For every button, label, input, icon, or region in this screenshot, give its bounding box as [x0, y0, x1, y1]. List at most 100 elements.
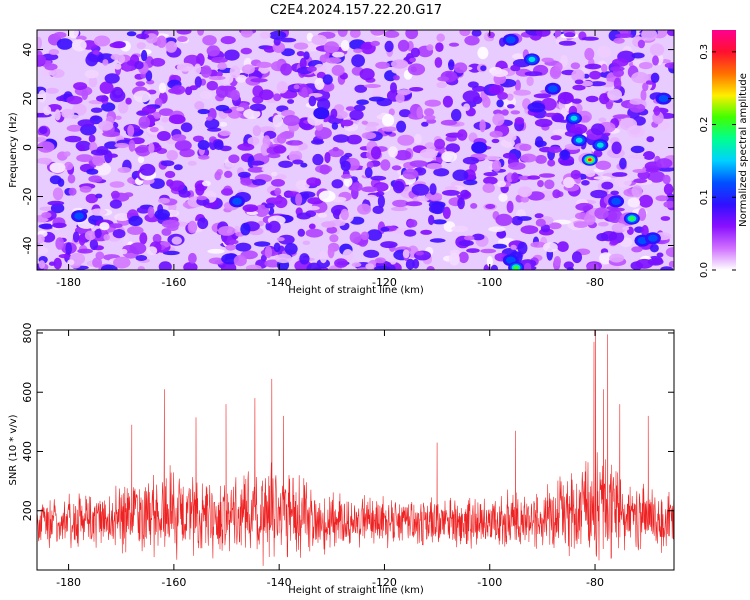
heatmap-cell — [72, 103, 87, 116]
heatmap-cell — [88, 175, 103, 183]
heatmap-cell — [197, 217, 209, 230]
heatmap-cell — [110, 54, 121, 60]
heatmap-cell — [211, 56, 228, 64]
heatmap-cell — [354, 84, 368, 93]
heatmap-cell — [441, 151, 458, 163]
heatmap-cell — [38, 223, 53, 229]
heatmap-cell — [482, 183, 495, 194]
colorbar-label: Normalized spectral amplitude — [738, 73, 749, 227]
heatmap-cell — [463, 103, 471, 111]
heatmap-cell — [331, 179, 344, 189]
heatmap-cell — [656, 252, 664, 258]
heatmap-cell — [158, 108, 174, 116]
heatmap-cell — [273, 145, 287, 154]
heatmap-cell — [607, 88, 622, 101]
heatmap-cell — [599, 93, 610, 105]
heatmap-cell — [240, 177, 253, 186]
heatmap-cell — [331, 122, 339, 130]
heatmap-cell — [88, 134, 96, 143]
heatmap-cell — [180, 122, 193, 133]
heatmap-cell — [252, 179, 266, 186]
heatmap-cell — [245, 264, 262, 270]
heatmap-cell — [492, 113, 505, 126]
heatmap-cell — [356, 99, 369, 105]
heatmap-cell — [104, 73, 120, 84]
snr-panel: -180 -160 -140 -120 -100 -80 200 400 600 800 Hei… — [8, 322, 675, 596]
heatmap-cell — [512, 53, 525, 60]
heatmap-cell — [351, 262, 362, 268]
heatmap-cell — [117, 101, 129, 114]
heatmap-cell — [89, 238, 99, 251]
heatmap-y-tick-label: 40 — [21, 43, 34, 57]
heatmap-cell — [196, 53, 205, 67]
heatmap-cell — [428, 204, 443, 214]
heatmap-cell — [77, 119, 95, 127]
heatmap-cell — [64, 135, 82, 143]
heatmap-cell — [397, 134, 415, 146]
heatmap-cell — [541, 57, 554, 63]
heatmap-cell — [649, 244, 659, 253]
heatmap-cell — [78, 233, 86, 246]
heatmap-cell — [224, 49, 240, 61]
heatmap-frame — [36, 29, 675, 271]
heatmap-y-tick-label: -20 — [21, 188, 34, 206]
heatmap-cell — [65, 242, 72, 256]
heatmap-cell — [361, 186, 378, 193]
heatmap-cell — [52, 187, 64, 201]
heatmap-cell — [58, 254, 72, 259]
heatmap-cell — [55, 237, 65, 250]
heatmap-cell — [614, 176, 632, 188]
heatmap-cell — [491, 69, 509, 78]
heatmap-cell — [638, 62, 653, 70]
heatmap-cell — [596, 233, 609, 242]
heatmap-cell — [141, 49, 148, 62]
heatmap-cell — [101, 264, 118, 270]
heatmap-cell — [158, 82, 167, 94]
heatmap-cell — [668, 260, 674, 268]
heatmap-cell — [235, 242, 252, 252]
heatmap-cell — [174, 140, 192, 151]
heatmap-cell — [574, 79, 584, 85]
heatmap-cell — [560, 149, 569, 158]
heatmap-cell — [67, 174, 76, 184]
heatmap-cell — [135, 255, 148, 261]
heatmap-cell — [647, 258, 664, 266]
heatmap-cell — [390, 206, 408, 212]
heatmap-cell — [213, 140, 224, 151]
heatmap-cell — [166, 179, 174, 187]
heatmap-cell — [258, 66, 270, 74]
heatmap-cell — [207, 248, 225, 254]
heatmap-cell — [458, 251, 469, 264]
heatmap-cell — [381, 126, 397, 132]
heatmap-cell — [388, 146, 398, 158]
heatmap-cell — [63, 151, 71, 157]
heatmap-cell — [637, 39, 646, 49]
heatmap-cell — [629, 98, 643, 105]
heatmap-cell — [276, 133, 287, 144]
heatmap-cell — [488, 226, 506, 232]
heatmap-cell — [645, 168, 659, 173]
heatmap-cell — [594, 207, 609, 220]
heatmap-cell — [660, 216, 671, 221]
heatmap-cell — [527, 102, 546, 113]
heatmap-cell — [612, 58, 629, 67]
heatmap-cell — [303, 51, 310, 60]
heatmap-cell — [161, 219, 180, 229]
heatmap-cell — [575, 212, 588, 220]
heatmap-cell — [101, 102, 116, 112]
heatmap-cell — [588, 81, 607, 87]
heatmap-cell — [91, 153, 105, 167]
heatmap-cell — [511, 172, 519, 183]
heatmap-cell — [581, 80, 593, 87]
heatmap-cell — [219, 130, 231, 137]
heatmap-cell — [399, 109, 411, 118]
heatmap-cell — [463, 179, 478, 186]
heatmap-cell — [147, 89, 157, 95]
heatmap-cell — [489, 130, 503, 138]
heatmap-cell — [228, 239, 239, 245]
heatmap-cell — [619, 157, 627, 170]
heatmap-cell — [299, 57, 307, 70]
heatmap-x-tick-label: -120 — [372, 276, 397, 289]
heatmap-cell — [607, 210, 623, 223]
heatmap-cell — [208, 75, 226, 81]
